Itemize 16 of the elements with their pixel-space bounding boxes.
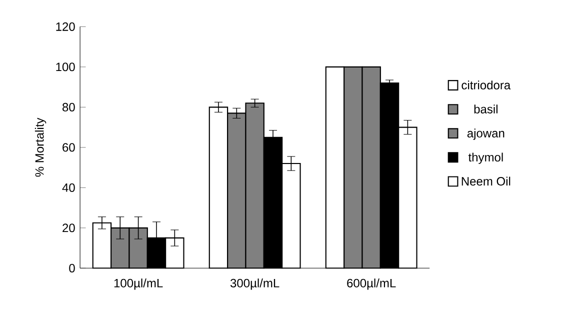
y-tick-label: 120 <box>56 22 75 32</box>
x-tick-label: 600µl/mL <box>347 278 396 290</box>
y-tick-label: 20 <box>62 224 75 232</box>
legend-label: basil <box>474 104 498 114</box>
y-tick-label: 80 <box>62 102 75 112</box>
legend-label: thymol <box>468 152 503 164</box>
x-tick-label: 100µl/mL <box>114 278 163 290</box>
y-tick-label: 60 <box>62 143 75 152</box>
y-tick-label: 100 <box>56 62 75 72</box>
y-axis-title: % Mortality <box>34 118 46 177</box>
y-tick-label: 0 <box>69 264 75 272</box>
y-tick-label: 40 <box>62 183 75 192</box>
legend-label: ajowan <box>467 128 504 140</box>
legend-label: Neem Oil <box>462 176 510 186</box>
x-tick-label: 300µl/mL <box>230 278 280 290</box>
legend-label: citriodora <box>462 80 511 90</box>
